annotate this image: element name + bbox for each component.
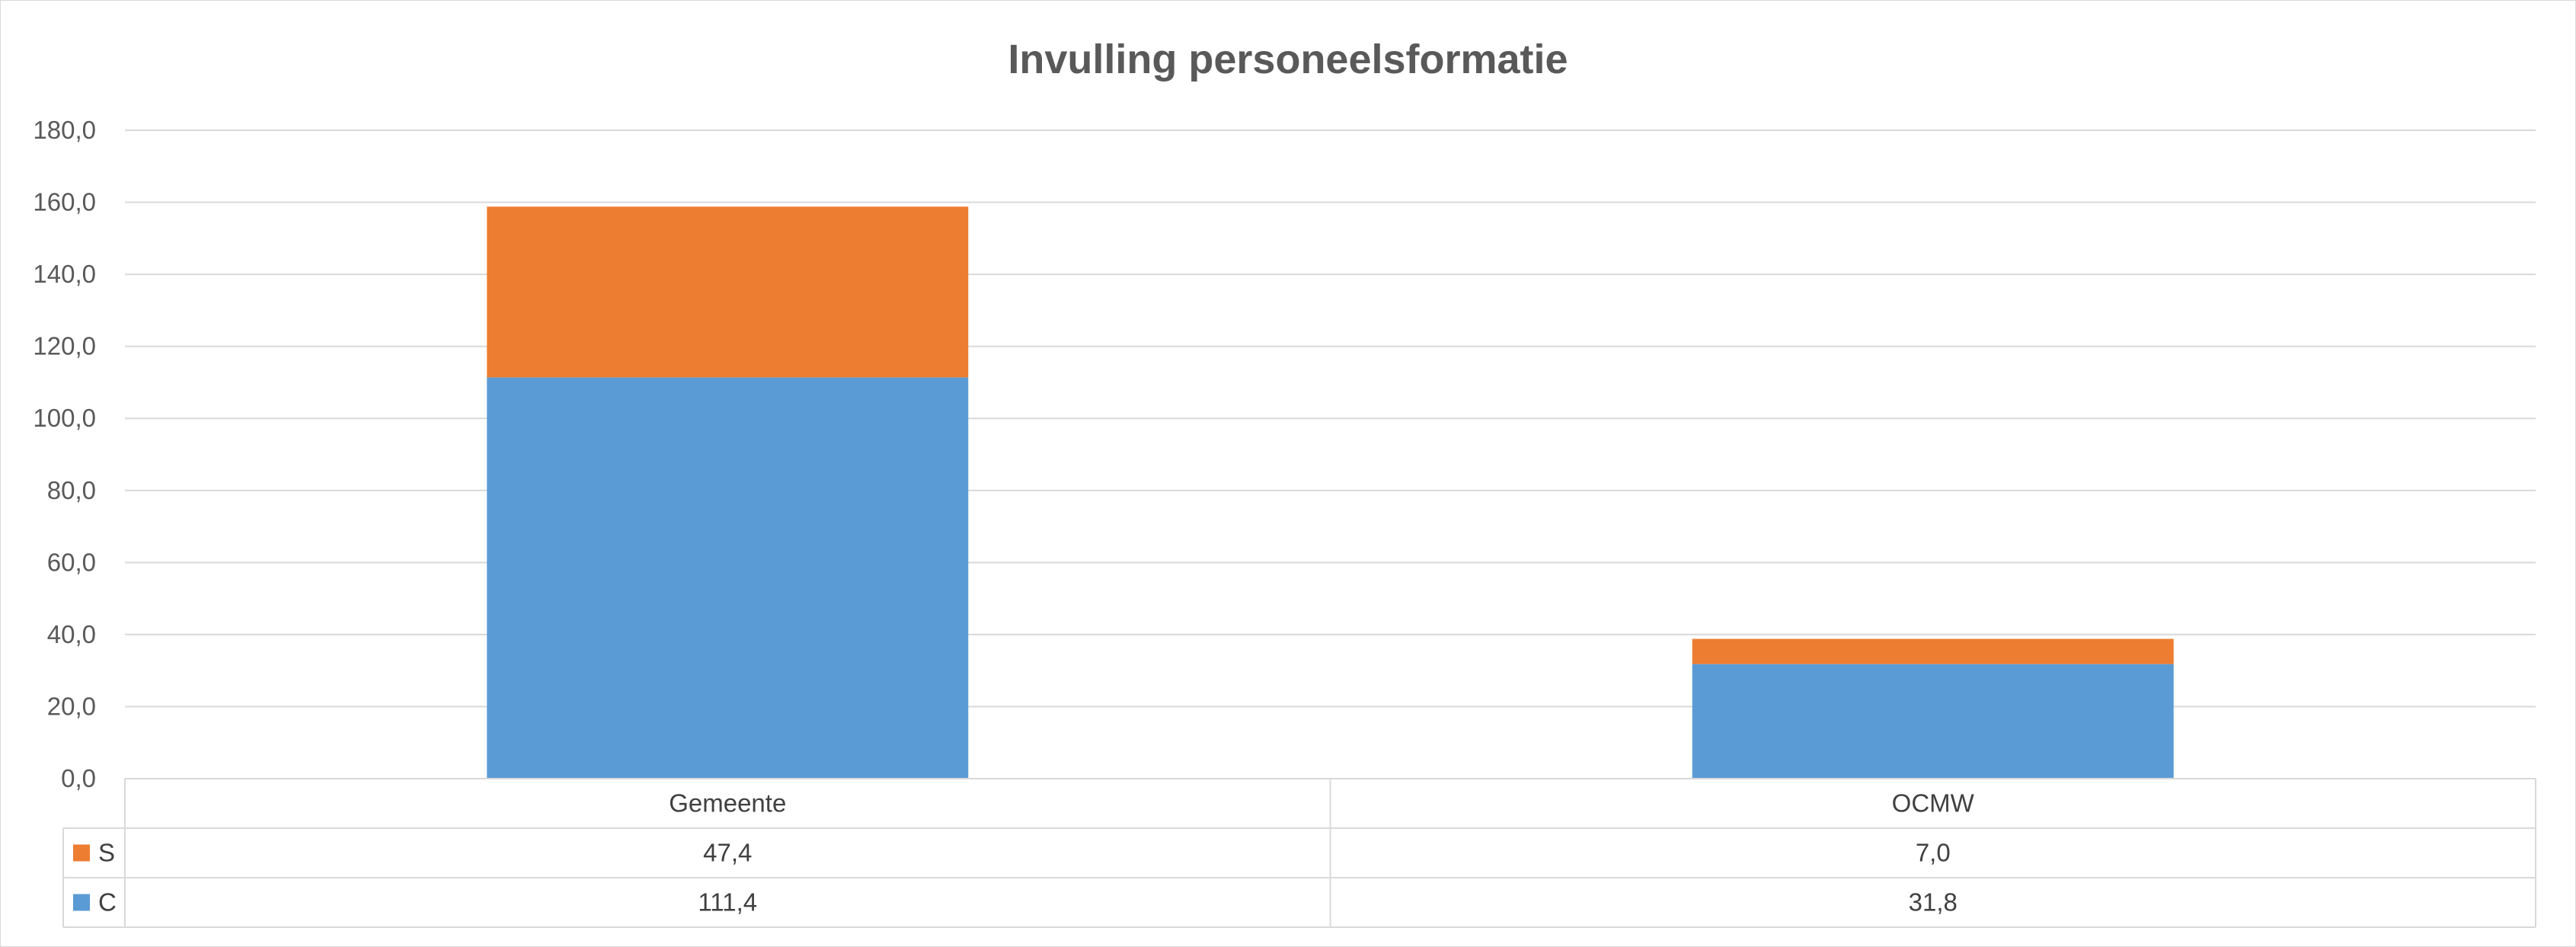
data-label-S-Gemeente: 47,4 — [703, 839, 752, 867]
data-label-C-Gemeente: 111,4 — [698, 888, 757, 917]
data-label-S-OCMW: 7,0 — [1916, 839, 1951, 867]
legend-label-C: C — [98, 888, 117, 917]
data-table: Gemeente OCMW S 47,4 7,0 C 111,4 31,8 — [62, 778, 2536, 928]
y-axis-ticks: 0,0 20,0 40,0 60,0 80,0 100,0 120,0 140,0 160,0 1… — [33, 116, 96, 792]
y-tick-label: 0,0 — [61, 764, 96, 792]
bars — [487, 206, 2174, 779]
bar-C-Gemeente — [487, 377, 969, 779]
y-tick-label: 120,0 — [33, 332, 96, 360]
legend-key-S — [73, 844, 90, 862]
gridlines — [125, 130, 2536, 779]
y-tick-label: 40,0 — [47, 620, 96, 648]
y-tick-label: 160,0 — [33, 188, 96, 216]
bar-S-Gemeente — [487, 206, 969, 378]
legend-label-S: S — [98, 839, 115, 867]
y-tick-label: 20,0 — [47, 692, 96, 720]
chart-title: Invulling personeelsformatie — [1008, 37, 1568, 82]
bar-S-OCMW — [1692, 638, 2174, 664]
data-label-C-OCMW: 31,8 — [1909, 888, 1958, 917]
bar-C-OCMW — [1692, 664, 2174, 779]
x-tick-label: Gemeente — [669, 789, 786, 817]
x-tick-label: OCMW — [1892, 789, 1975, 817]
y-tick-label: 60,0 — [47, 548, 96, 576]
y-tick-label: 180,0 — [33, 116, 96, 144]
y-tick-label: 80,0 — [47, 476, 96, 504]
y-tick-label: 100,0 — [33, 404, 96, 432]
y-tick-label: 140,0 — [33, 260, 96, 288]
legend-key-C — [73, 894, 90, 911]
